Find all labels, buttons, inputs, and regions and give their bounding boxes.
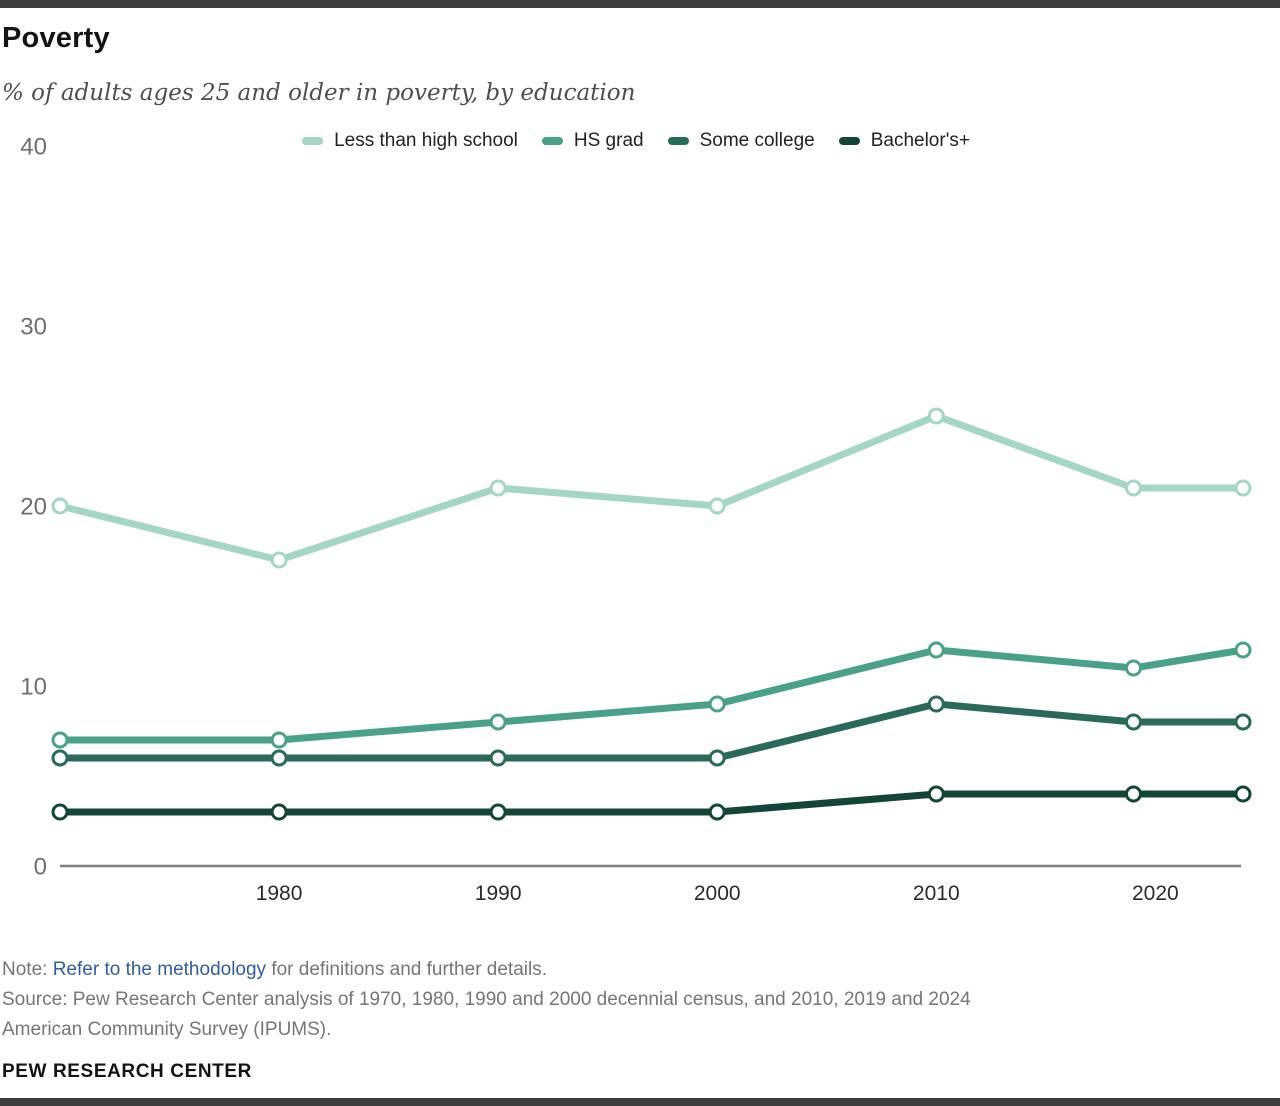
top-border-bar — [0, 0, 1280, 8]
x-axis-tick-1980: 1980 — [256, 882, 303, 905]
legend-label: HS grad — [573, 130, 644, 151]
legend-swatch-bachelor-s — [838, 137, 860, 145]
data-point-hs-grad-2000 — [708, 695, 726, 713]
data-point-some-college-1970 — [51, 749, 69, 767]
y-axis-tick-0: 0 — [34, 854, 47, 881]
source-line: Source: Pew Research Center analysis of … — [2, 989, 971, 1040]
data-point-bachelor-s-2000 — [708, 803, 726, 821]
data-point-some-college-2024 — [1234, 713, 1252, 731]
data-point-hs-grad-1970 — [51, 731, 69, 749]
y-axis-tick-40: 40 — [20, 134, 47, 161]
data-point-bachelor-s-2019 — [1125, 785, 1142, 803]
data-point-some-college-2000 — [708, 749, 726, 767]
data-point-hs-grad-2024 — [1234, 641, 1252, 659]
data-point-bachelor-s-1980 — [270, 803, 288, 821]
data-point-bachelor-s-1970 — [51, 803, 69, 821]
data-point-less-than-high-school-1980 — [270, 551, 288, 569]
legend-item-bachelor-s: Bachelor's+ — [838, 130, 970, 152]
data-point-bachelor-s-2024 — [1234, 785, 1252, 803]
data-point-less-than-high-school-2019 — [1125, 479, 1142, 497]
data-point-hs-grad-1990 — [489, 713, 507, 731]
data-point-less-than-high-school-1990 — [489, 479, 507, 497]
legend-swatch-hs-grad — [541, 137, 563, 145]
chart-legend: Less than high school HS grad Some college… — [0, 129, 1272, 153]
data-point-less-than-high-school-1970 — [51, 497, 69, 515]
legend-label: Bachelor's+ — [870, 130, 970, 151]
data-point-less-than-high-school-2010 — [927, 407, 945, 425]
data-point-less-than-high-school-2000 — [708, 497, 726, 515]
note-line: Note: Refer to the methodology for defin… — [2, 955, 1182, 985]
x-axis-tick-1990: 1990 — [475, 882, 522, 905]
data-point-hs-grad-2019 — [1125, 659, 1142, 677]
data-point-some-college-2010 — [927, 695, 945, 713]
series-line-bachelor-s — [56, 790, 1247, 816]
series-line-hs-grad — [56, 646, 1247, 744]
chart-footer: Note: Refer to the methodology for defin… — [2, 955, 1182, 1045]
data-point-some-college-1990 — [489, 749, 507, 767]
legend-label: Less than high school — [334, 130, 518, 151]
y-axis-tick-20: 20 — [20, 494, 47, 521]
legend-swatch-less-than-high-school — [302, 137, 324, 145]
data-point-bachelor-s-1990 — [489, 803, 507, 821]
brand-wordmark: PEW RESEARCH CENTER — [2, 1061, 252, 1082]
legend-item-some-college: Some college — [667, 130, 815, 152]
data-point-less-than-high-school-2024 — [1234, 479, 1252, 497]
data-point-some-college-1980 — [270, 749, 288, 767]
page-title: Poverty — [2, 22, 110, 54]
bottom-border-bar — [0, 1098, 1280, 1106]
note-prefix: Note: — [2, 959, 53, 980]
poverty-line-chart: 0 10 20 30 40 1980 1990 2000 2010 2020 — [20, 134, 1252, 905]
x-axis-tick-2000: 2000 — [694, 882, 741, 905]
legend-label: Some college — [699, 130, 815, 151]
legend-swatch-some-college — [667, 137, 689, 145]
chart-subtitle: % of adults ages 25 and older in poverty… — [2, 80, 636, 106]
methodology-link[interactable]: Refer to the methodology — [52, 959, 267, 980]
y-axis-tick-10: 10 — [20, 674, 47, 701]
note-suffix: for definitions and further details. — [266, 959, 547, 980]
legend-item-less-than-high-school: Less than high school — [302, 130, 518, 152]
x-axis-tick-2020: 2020 — [1132, 882, 1179, 905]
data-point-bachelor-s-2010 — [927, 785, 945, 803]
legend-item-hs-grad: HS grad — [541, 130, 644, 152]
data-point-some-college-2019 — [1125, 713, 1142, 731]
x-axis-tick-2010: 2010 — [913, 882, 960, 905]
data-point-hs-grad-2010 — [927, 641, 945, 659]
series-line-less-than-high-school — [56, 412, 1247, 564]
data-point-hs-grad-1980 — [270, 731, 288, 749]
y-axis-tick-30: 30 — [20, 314, 47, 341]
